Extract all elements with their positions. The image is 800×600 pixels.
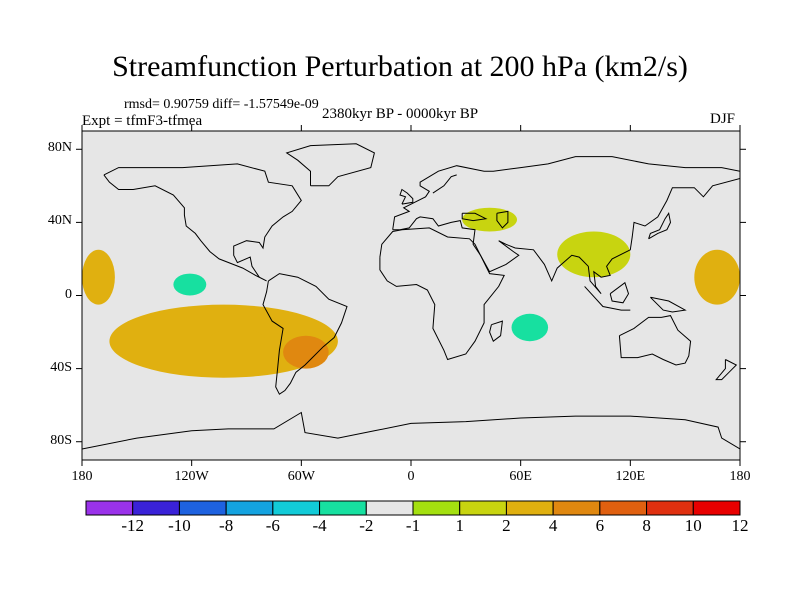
- coastlines: [82, 143, 740, 450]
- y-tick-label: 80S: [50, 432, 72, 448]
- field-region-1: [356, 194, 412, 232]
- field-region-9: [648, 222, 686, 241]
- x-tick-label: 0: [407, 469, 415, 484]
- coastline-black-sea: [461, 212, 488, 222]
- colorbar-box-5: [272, 500, 321, 516]
- colorbar: [85, 500, 741, 516]
- field-region-10: [82, 322, 104, 351]
- x-tick-label: 180: [71, 469, 93, 484]
- coastline-greenland: [285, 143, 375, 187]
- colorbar-box-3: [178, 500, 227, 516]
- colorbar-label: 4: [548, 516, 558, 535]
- x-tick-label: 120W: [174, 469, 209, 484]
- x-tick-label: 60W: [287, 469, 315, 484]
- field-region-4: [173, 273, 207, 296]
- coastline-eurasia: [392, 156, 740, 295]
- colorbar-label: 2: [502, 516, 511, 535]
- colorbar-box-7: [365, 500, 414, 516]
- colorbar-box-10: [505, 500, 554, 516]
- field-region-16: [694, 249, 740, 305]
- colorbar-label: -4: [312, 516, 327, 535]
- coastline-south-america: [262, 273, 348, 395]
- field-region-5: [383, 240, 576, 369]
- y-tick-label: 40N: [47, 213, 72, 229]
- coastline-indonesia: [584, 286, 631, 311]
- field-region-14: [283, 335, 329, 369]
- field-region-7: [612, 341, 649, 369]
- colorbar-label: 6: [595, 516, 605, 535]
- colorbar-label: 10: [684, 516, 702, 535]
- stats-label: rmsd= 0.90759 diff= -1.57549e-09: [124, 97, 319, 112]
- colorbar-box-11: [552, 500, 601, 516]
- x-tick-label: 120E: [615, 469, 646, 484]
- coastline-scandinavia-inner: [432, 174, 457, 194]
- colorbar-box-12: [599, 500, 648, 516]
- colorbar-box-13: [646, 500, 694, 516]
- contour-fields: [82, 194, 740, 378]
- colorbar-label: -2: [359, 516, 374, 535]
- coastline-new-zealand: [715, 359, 738, 381]
- axis-ticks: [76, 125, 746, 466]
- coastline-borneo: [609, 281, 630, 304]
- field-region-8: [310, 226, 335, 245]
- y-tick-label: 40S: [50, 359, 72, 375]
- coastline-caspian: [496, 210, 509, 229]
- period-label: 2380kyr BP - 0000kyr BP: [322, 106, 479, 122]
- coastline-japan: [648, 212, 672, 240]
- colorbar-label: -1: [405, 516, 421, 535]
- x-tick-label: 60E: [509, 469, 532, 484]
- colorbar-box-14: [692, 500, 741, 516]
- field-region-17: [557, 231, 631, 278]
- coastline-britain: [399, 188, 414, 205]
- field-region-11: [718, 322, 740, 351]
- season-label: DJF: [710, 111, 736, 127]
- field-region-15: [82, 249, 115, 305]
- colorbar-label: -8: [219, 516, 234, 535]
- coastline-australia: [618, 315, 692, 366]
- colorbar-label: 12: [731, 516, 749, 535]
- coastline-antarctica: [82, 411, 740, 450]
- coastline-north-america: [103, 163, 302, 282]
- colorbar-box-4: [225, 500, 274, 516]
- field-region-13: [209, 328, 265, 351]
- colorbar-label: -12: [121, 516, 145, 535]
- experiment-label: Expt = tfmF3-tfmea: [82, 113, 203, 129]
- colorbar-box-8: [412, 500, 461, 516]
- colorbar-box-6: [319, 500, 367, 516]
- field-region-2: [255, 200, 311, 241]
- colorbar-box-1: [85, 500, 134, 516]
- colorbar-label: -10: [168, 516, 191, 535]
- y-tick-label: 0: [65, 286, 72, 302]
- field-region-6: [511, 313, 549, 342]
- coastline-madagascar: [489, 320, 503, 342]
- colorbar-box-9: [459, 500, 507, 516]
- y-tick-label: 80N: [47, 140, 72, 156]
- chart-title: Streamfunction Perturbation at 200 hPa (…: [112, 50, 688, 83]
- colorbar-box-2: [132, 500, 180, 516]
- colorbar-label: 8: [642, 516, 651, 535]
- colorbar-label: -6: [265, 516, 280, 535]
- colorbar-label: 1: [455, 516, 464, 535]
- coastline-new-guinea: [650, 296, 687, 313]
- coastline-africa: [379, 227, 505, 361]
- x-tick-label: 180: [729, 469, 751, 484]
